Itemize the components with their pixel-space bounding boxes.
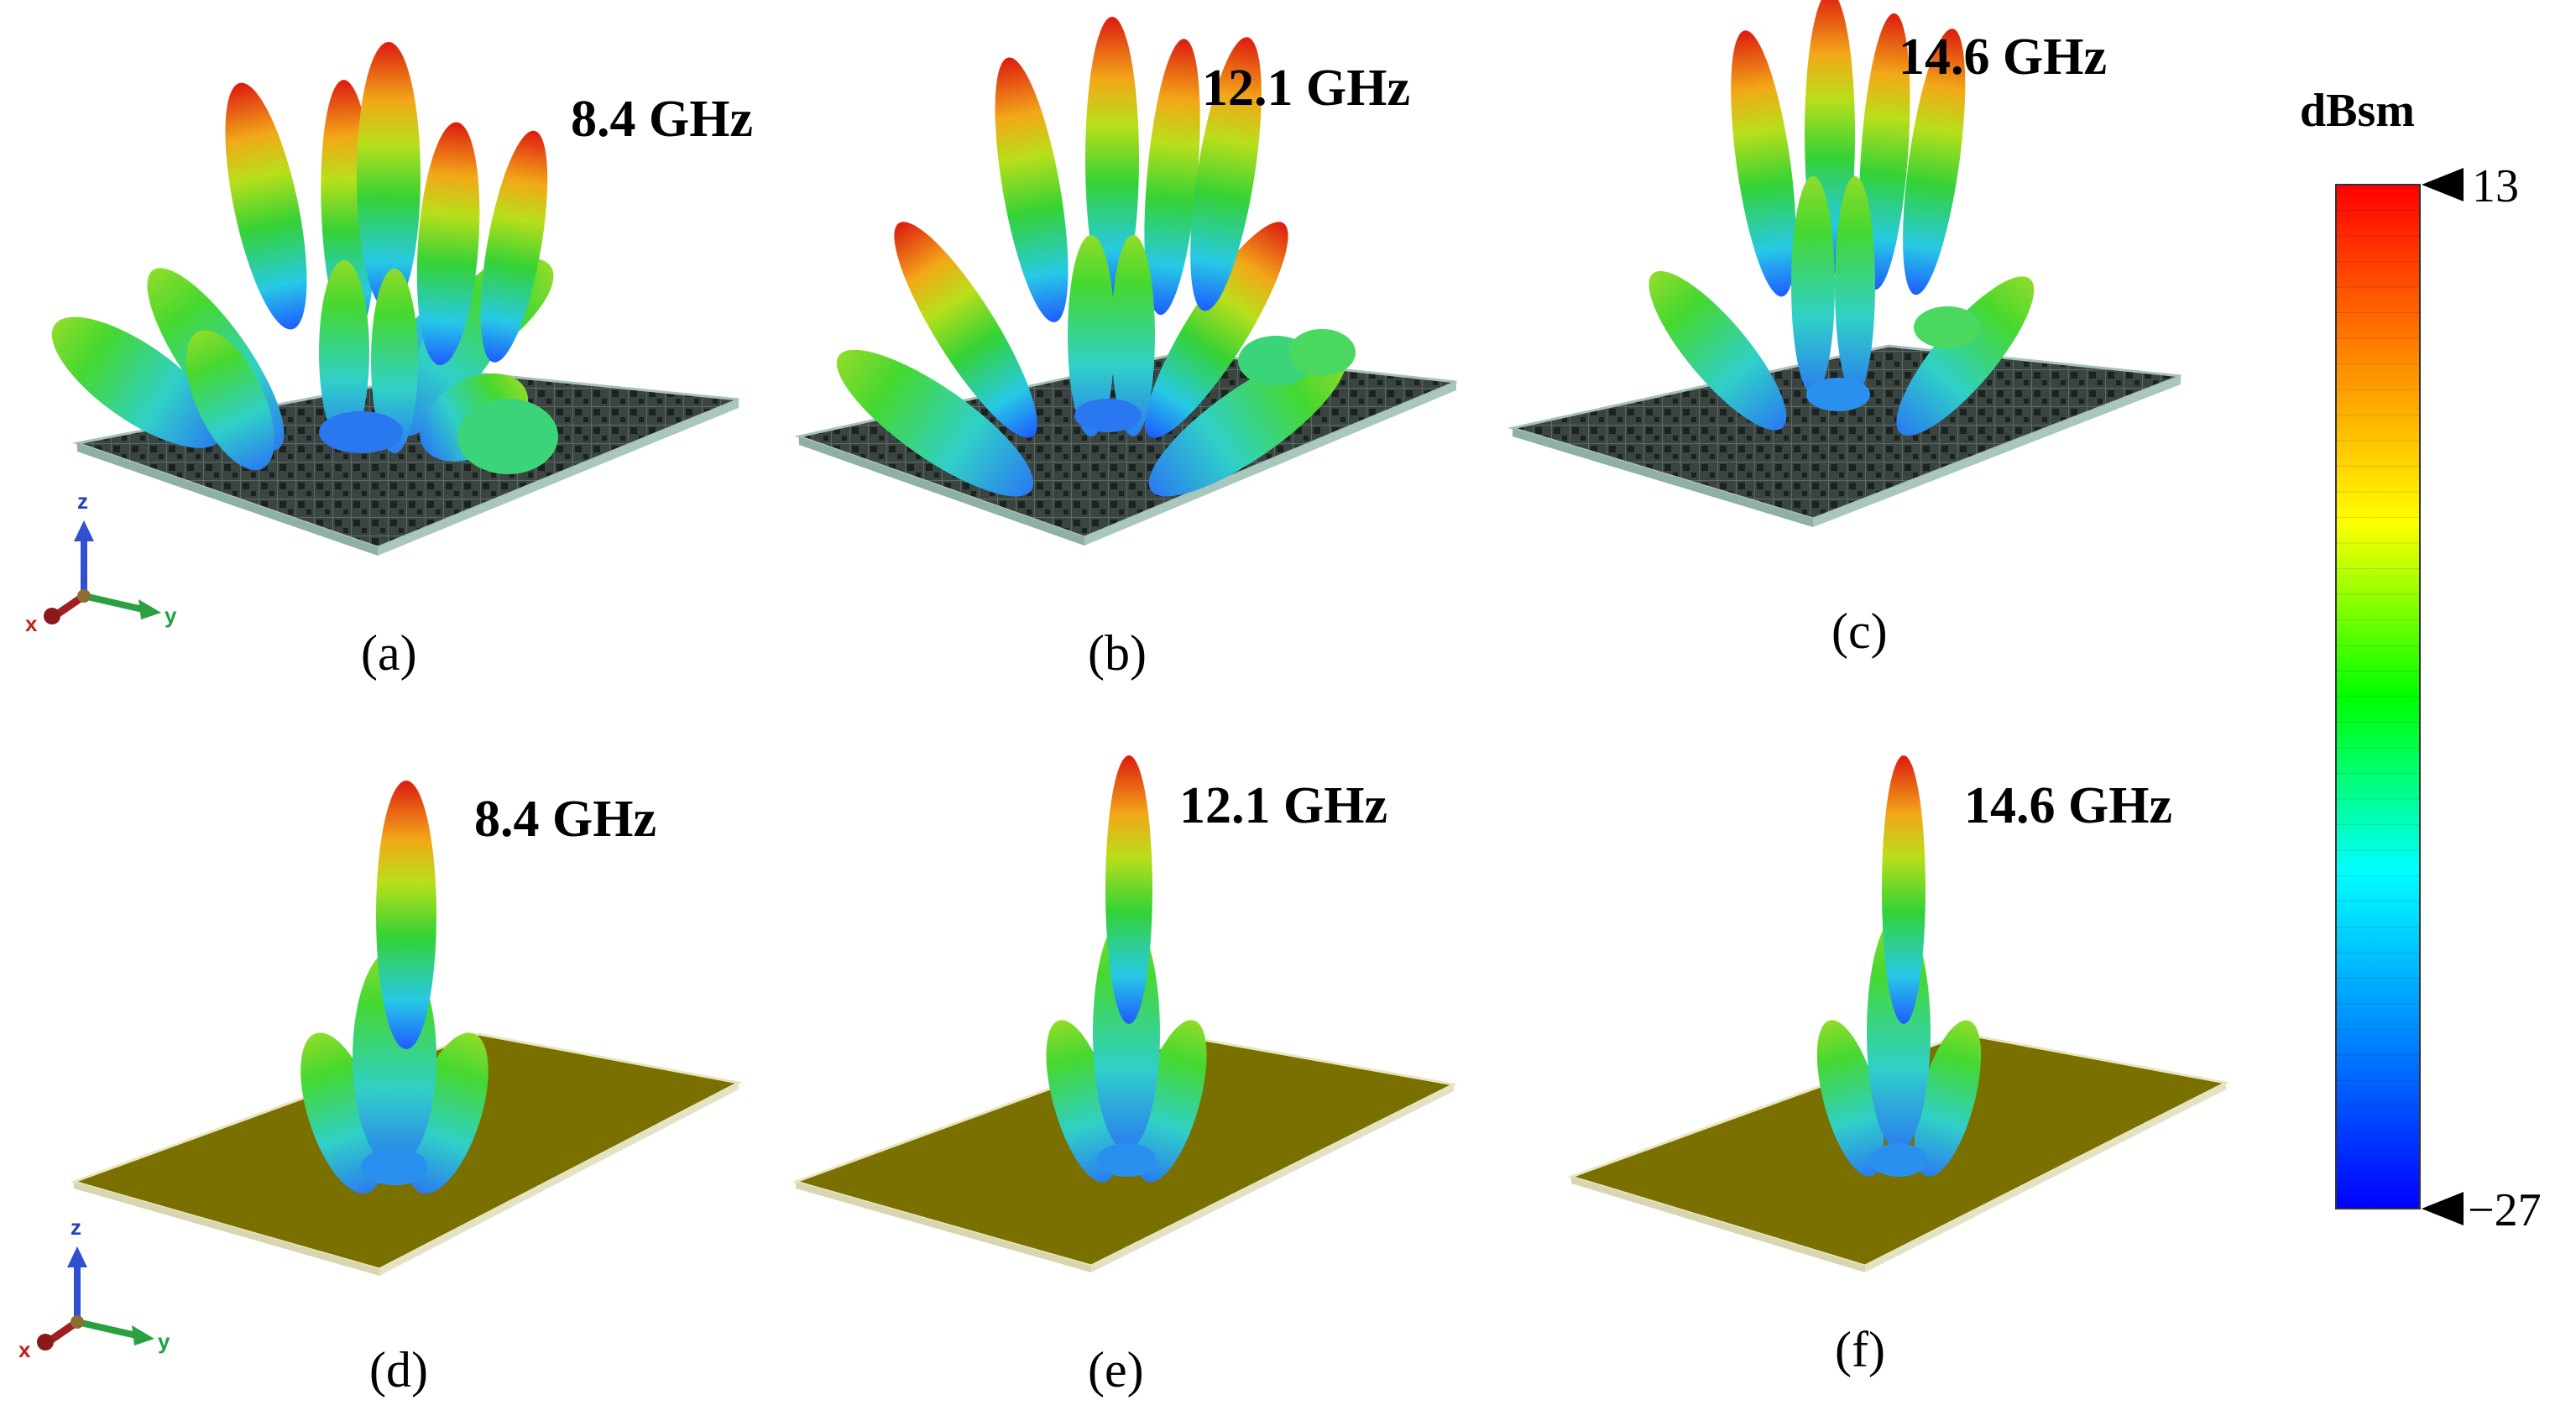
rcs-lobes [1649, 0, 2035, 436]
caption-b: (b) [1088, 625, 1147, 681]
rcs-lobes [836, 17, 1356, 497]
colorbar-bands [2336, 210, 2420, 1183]
panel-b: 12.1 GHz (b) [794, 17, 1457, 681]
plate-edge [799, 436, 1084, 546]
plate-edge [379, 1083, 739, 1276]
axes-triad-top: z y x [25, 488, 177, 636]
panel-e: 12.1 GHz (e) [792, 755, 1458, 1397]
caption-d: (d) [369, 1342, 428, 1397]
panel-f: 14.6 GHz (f) [1567, 755, 2230, 1377]
freq-label-e: 12.1 GHz [1179, 777, 1387, 834]
colorbar-gradient [2335, 184, 2421, 1209]
plate-edge [1513, 428, 1813, 527]
panel-d: 8.4 GHz (d) [70, 781, 743, 1397]
min-marker [2422, 1192, 2464, 1225]
y-axis-label: y [165, 603, 177, 628]
caption-f: (f) [1835, 1322, 1885, 1377]
colorbar-title: dBsm [2300, 85, 2415, 137]
colorbar: dBsm 13 −27 [2300, 85, 2542, 1236]
x-axis-label: x [25, 611, 38, 636]
z-axis-label: z [77, 488, 88, 514]
freq-label-a: 8.4 GHz [571, 91, 753, 148]
plate-edge [796, 1182, 1091, 1272]
rcs-lobes [51, 42, 558, 474]
colorbar-min-label: −27 [2468, 1184, 2542, 1236]
rcs-lobes [300, 781, 489, 1194]
plate-edge [378, 400, 739, 556]
freq-label-c: 14.6 GHz [1899, 29, 2107, 86]
plate-edge [1091, 1084, 1454, 1272]
plate-edge [1865, 1083, 2226, 1272]
plate-edge [1084, 382, 1456, 546]
x-axis-label: x [18, 1337, 31, 1362]
caption-e: (e) [1088, 1342, 1144, 1397]
panel-a: 8.4 GHz (a) [51, 42, 753, 681]
plate-edge [1813, 376, 2181, 527]
max-marker [2422, 168, 2464, 201]
plate-edge [77, 443, 378, 556]
panel-c: 14.6 GHz (c) [1507, 0, 2182, 659]
plate-edge [1571, 1177, 1865, 1272]
caption-a: (a) [361, 625, 417, 681]
caption-c: (c) [1831, 603, 1888, 659]
rcs-lobes [1816, 755, 1982, 1177]
z-axis-label: z [71, 1215, 81, 1240]
colorbar-max-label: 13 [2472, 160, 2519, 212]
freq-label-b: 12.1 GHz [1202, 60, 1410, 117]
freq-label-d: 8.4 GHz [474, 791, 656, 848]
freq-label-f: 14.6 GHz [1964, 777, 2172, 834]
rcs-lobes [1046, 755, 1207, 1183]
axes-triad-bottom: z y x [18, 1215, 170, 1362]
plate-edge [74, 1182, 379, 1276]
y-axis-label: y [158, 1329, 170, 1354]
